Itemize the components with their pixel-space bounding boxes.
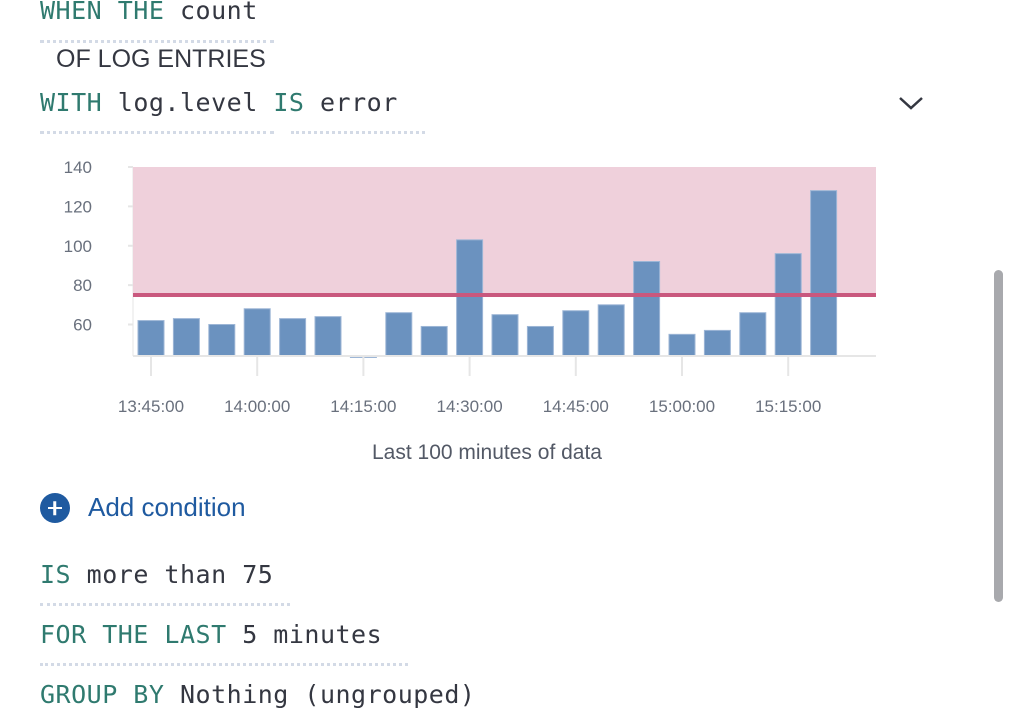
scrollbar[interactable] bbox=[994, 270, 1003, 602]
x-tick-label: 15:15:00 bbox=[755, 397, 821, 416]
y-tick-label: 60 bbox=[73, 316, 92, 335]
for-the-last-keyword: FOR THE LAST bbox=[40, 620, 227, 649]
threshold-area bbox=[133, 167, 876, 295]
field-name: log.level bbox=[117, 88, 258, 117]
field-value: error bbox=[319, 88, 398, 117]
bar-14:55:00 bbox=[633, 261, 661, 357]
x-tick-label: 15:00:00 bbox=[649, 397, 715, 416]
bar-15:10:00 bbox=[739, 312, 767, 357]
group-value: Nothing (ungrouped) bbox=[179, 680, 476, 709]
is-keyword: IS bbox=[40, 560, 72, 589]
bar-14:10:00 bbox=[314, 316, 342, 357]
bar-14:35:00 bbox=[491, 314, 519, 357]
add-condition-button[interactable]: Add condition bbox=[40, 492, 246, 523]
bar-13:55:00 bbox=[208, 324, 236, 357]
bar-14:30:00 bbox=[456, 239, 484, 357]
y-tick-label: 140 bbox=[64, 158, 92, 177]
threshold-value: 75 bbox=[242, 560, 274, 589]
with-expression[interactable]: WITH log.level IS error bbox=[40, 88, 398, 117]
threshold-underline bbox=[40, 603, 290, 606]
bar-14:50:00 bbox=[597, 304, 625, 357]
bar-15:15:00 bbox=[774, 253, 802, 357]
aggregation-value: count bbox=[179, 0, 258, 25]
add-condition-label: Add condition bbox=[88, 492, 246, 522]
bar-14:40:00 bbox=[526, 325, 554, 357]
plus-circle-icon bbox=[40, 492, 70, 523]
comparator: more than bbox=[86, 560, 227, 589]
group-by-keyword: GROUP BY bbox=[40, 680, 165, 709]
of-label: OF LOG ENTRIES bbox=[56, 45, 266, 73]
bar-14:00:00 bbox=[243, 308, 271, 357]
bar-13:45:00 bbox=[137, 320, 165, 357]
bar-14:05:00 bbox=[279, 318, 307, 357]
x-tick-label: 14:30:00 bbox=[437, 397, 503, 416]
is-keyword: IS bbox=[273, 88, 305, 117]
x-tick-label: 14:45:00 bbox=[543, 397, 609, 416]
bar-14:25:00 bbox=[420, 325, 448, 357]
when-underline bbox=[40, 40, 274, 43]
when-keyword: WHEN THE bbox=[40, 0, 165, 25]
value-underline bbox=[291, 131, 425, 134]
y-tick-label: 120 bbox=[64, 197, 92, 216]
y-tick-label: 100 bbox=[64, 237, 92, 256]
chevron-down-icon[interactable] bbox=[898, 95, 924, 111]
group-expression[interactable]: GROUP BY Nothing (ungrouped) bbox=[40, 680, 475, 709]
window-value: 5 minutes bbox=[242, 620, 383, 649]
bar-15:20:00 bbox=[810, 190, 838, 357]
window-underline bbox=[40, 663, 408, 666]
x-tick-label: 13:45:00 bbox=[118, 397, 184, 416]
x-tick-label: 14:00:00 bbox=[224, 397, 290, 416]
x-axis-label: Last 100 minutes of data bbox=[372, 441, 602, 464]
field-underline bbox=[40, 131, 274, 134]
bar-15:00:00 bbox=[668, 333, 696, 357]
y-tick-label: 80 bbox=[73, 276, 92, 295]
with-keyword: WITH bbox=[40, 88, 103, 117]
threshold-expression[interactable]: IS more than 75 bbox=[40, 560, 273, 589]
bar-chart: 60 80 100 120 140 13:45:00 14:00:00 14:15:00 14:… bbox=[64, 158, 876, 464]
window-expression[interactable]: FOR THE LAST 5 minutes bbox=[40, 620, 382, 649]
bar-15:05:00 bbox=[703, 329, 731, 357]
bar-13:50:00 bbox=[172, 318, 200, 357]
when-expression[interactable]: WHEN THE count bbox=[40, 0, 258, 25]
bar-14:45:00 bbox=[562, 310, 590, 357]
bar-14:20:00 bbox=[385, 312, 413, 357]
x-tick-label: 14:15:00 bbox=[330, 397, 396, 416]
